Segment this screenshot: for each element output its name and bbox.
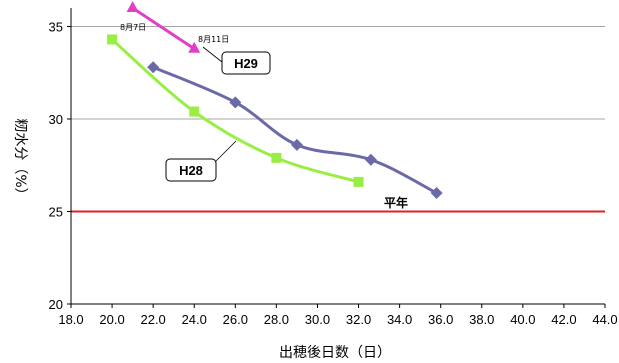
y-axis-title: 籾水分（%） <box>12 118 28 201</box>
x-tick-label: 38.0 <box>469 312 494 327</box>
x-tick-label: 36.0 <box>428 312 453 327</box>
x-axis-title: 出穂後日数（日） <box>279 345 391 361</box>
annotation-aug11: 8月11日 <box>198 35 229 44</box>
annotation-aug7: 8月7日 <box>120 23 146 32</box>
callout-h29: H29 <box>202 46 271 75</box>
x-tick-label: 24.0 <box>182 312 207 327</box>
gridlines <box>71 26 605 212</box>
series-0-point-1 <box>188 41 201 53</box>
x-tick-label: 26.0 <box>223 312 248 327</box>
callout-h28: H28 <box>165 140 237 182</box>
y-tick-label: 35 <box>49 20 63 35</box>
x-tick-label: 20.0 <box>99 312 124 327</box>
callout-h29-label: H29 <box>234 56 258 71</box>
x-tick-label: 42.0 <box>551 312 576 327</box>
x-tick-label: 18.0 <box>58 312 83 327</box>
series-2-point-2 <box>290 138 303 151</box>
series-1-point-1 <box>189 106 200 117</box>
series-0-point-0 <box>126 1 139 12</box>
x-tick-labels: 18.0 20.0 22.0 24.0 26.0 28.0 30.0 32.0 34.0 36.0… <box>58 304 618 327</box>
x-tick-label: 44.0 <box>592 312 617 327</box>
series-label-heinen: 平年 <box>384 195 408 210</box>
callout-h28-label: H28 <box>179 163 203 178</box>
axes <box>70 8 605 305</box>
x-tick-label: 34.0 <box>387 312 412 327</box>
series-2-point-3 <box>364 153 377 166</box>
x-tick-label: 28.0 <box>264 312 289 327</box>
y-tick-label: 20 <box>49 297 63 312</box>
series-2-point-1 <box>229 96 242 109</box>
series-line-1 <box>111 38 359 184</box>
series-1-point-2 <box>271 152 282 163</box>
series-1-point-0 <box>107 34 118 45</box>
x-tick-label: 22.0 <box>140 312 165 327</box>
y-tick-label: 30 <box>49 112 63 127</box>
series-line-0 <box>131 6 196 50</box>
y-tick-labels: 20 25 30 35 <box>49 20 71 312</box>
series-1-point-3 <box>353 176 364 187</box>
series-2-point-0 <box>147 61 160 74</box>
series-group <box>107 1 443 199</box>
x-tick-label: 32.0 <box>346 312 371 327</box>
y-tick-label: 25 <box>49 205 63 220</box>
x-tick-label: 40.0 <box>510 312 535 327</box>
x-tick-label: 30.0 <box>305 312 330 327</box>
series-2-point-4 <box>430 187 443 199</box>
